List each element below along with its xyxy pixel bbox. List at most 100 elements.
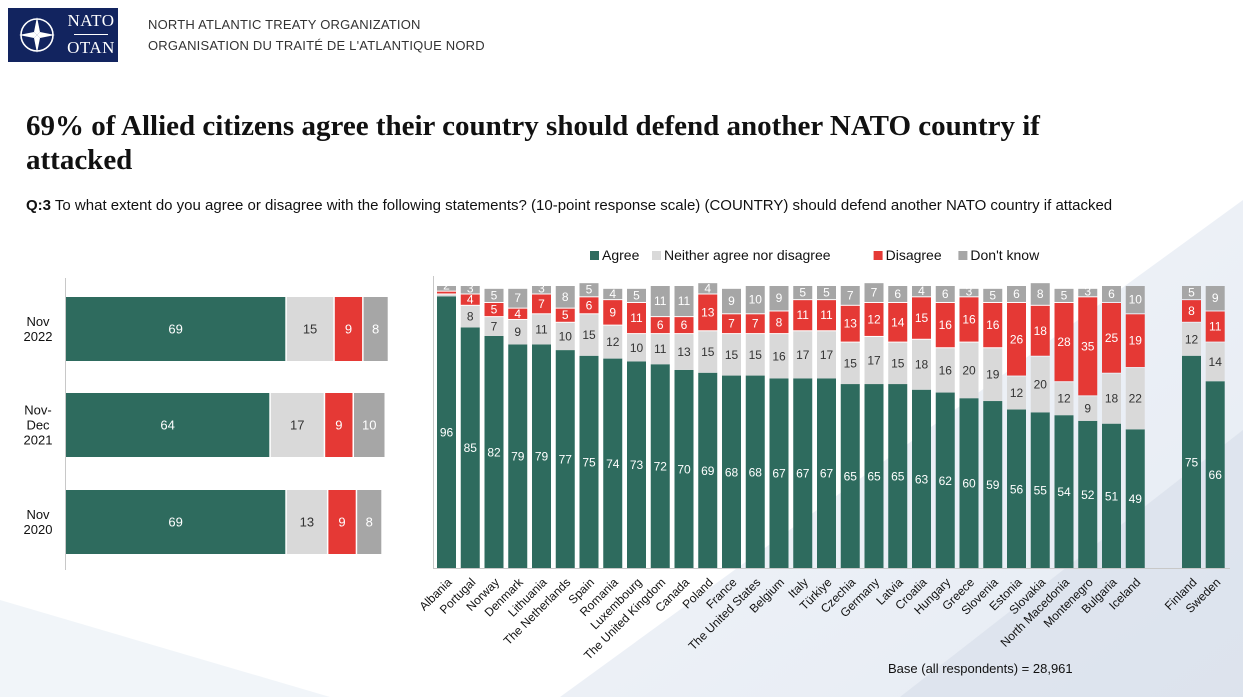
bar-segment-agree [1205, 381, 1225, 568]
question-body: To what extent do you agree or disagree … [54, 197, 1113, 214]
bar-value-label: 67 [796, 467, 810, 481]
bar-segment-disagree [793, 300, 813, 331]
bar-value-label: 63 [915, 472, 929, 486]
bar-value-label: 10 [559, 329, 573, 343]
bar-value-label: 15 [725, 348, 739, 362]
bar-value-label: 17 [867, 353, 881, 367]
left-bar-value-label: 9 [335, 418, 342, 433]
bar-value-label: 8 [776, 315, 783, 329]
bar-segment-disagree [722, 314, 741, 334]
bar-value-label: 5 [1188, 286, 1195, 300]
bar-segment-neither-agree-nor-disagree [864, 336, 884, 385]
bar-segment-neither-agree-nor-disagree [817, 331, 836, 379]
bar-value-label: 7 [752, 317, 759, 331]
left-chart-category-label: Nov-Dec 2021 [24, 403, 53, 448]
bar-segment-disagree [460, 294, 480, 305]
bar-value-label: 9 [728, 294, 735, 308]
bar-value-label: 5 [586, 283, 593, 297]
bar-segment-agree [1078, 420, 1098, 568]
bar-value-label: 13 [844, 317, 858, 331]
bar-segment-neither-agree-nor-disagree [698, 331, 718, 373]
bar-segment-don-t-know [460, 286, 480, 294]
bar-value-label: 5 [633, 288, 640, 302]
bar-value-label: 9 [514, 325, 521, 339]
nato-compass-icon [19, 17, 55, 53]
left-bar-segment-disagree [328, 490, 356, 554]
bar-value-label: 12 [606, 335, 620, 349]
bar-segment-disagree [1054, 302, 1074, 382]
bar-segment-neither-agree-nor-disagree [674, 334, 694, 370]
bar-value-label: 11 [654, 342, 667, 356]
bar-value-label: 17 [796, 348, 810, 362]
bar-value-label: 10 [1129, 293, 1143, 307]
bar-segment-neither-agree-nor-disagree [627, 334, 646, 362]
bar-segment-disagree [817, 300, 836, 331]
bar-segment-don-t-know [817, 286, 836, 300]
bar-segment-don-t-know [1054, 288, 1074, 302]
bar-segment-don-t-know [959, 288, 979, 297]
bar-value-label: 7 [514, 291, 521, 305]
bar-segment-agree [508, 344, 528, 568]
bar-segment-agree [1125, 429, 1145, 568]
legend-swatch-don-t-know [958, 251, 968, 260]
bar-segment-neither-agree-nor-disagree [1054, 382, 1074, 416]
org-name-en: NORTH ATLANTIC TREATY ORGANIZATION [148, 17, 421, 32]
bar-value-label: 56 [1010, 482, 1024, 496]
bar-segment-neither-agree-nor-disagree [532, 314, 551, 345]
bar-segment-agree [1030, 412, 1050, 568]
bar-value-label: 16 [939, 363, 953, 377]
bar-value-label: 20 [1034, 378, 1048, 392]
bar-segment-don-t-know [745, 286, 765, 314]
left-bar-value-label: 69 [168, 515, 182, 530]
bar-segment-neither-agree-nor-disagree [555, 322, 575, 351]
bar-segment-agree [840, 384, 860, 568]
bar-segment-don-t-know [1007, 286, 1026, 302]
bar-value-label: 12 [867, 312, 881, 326]
bar-segment-agree [983, 401, 1003, 568]
bar-value-label: 7 [728, 317, 735, 331]
bar-segment-disagree [745, 314, 765, 334]
bar-value-label: 35 [1081, 339, 1095, 353]
bar-value-label: 65 [891, 470, 905, 484]
bar-segment-don-t-know [864, 283, 884, 302]
legend-label-disagree: Disagree [886, 247, 942, 263]
bar-segment-neither-agree-nor-disagree [745, 334, 765, 376]
bar-value-label: 6 [894, 287, 901, 301]
bar-value-label: 51 [1105, 489, 1119, 503]
bar-value-label: 74 [606, 457, 620, 471]
left-bar-segment-disagree [334, 297, 363, 361]
bar-value-label: 7 [847, 288, 854, 302]
left-bar-segment-don-t-know [354, 393, 385, 457]
bar-segment-agree [745, 375, 765, 568]
left-bar-value-label: 8 [372, 322, 379, 337]
left-bar-value-label: 17 [290, 418, 304, 433]
bar-value-label: 55 [1034, 484, 1048, 498]
bar-segment-agree [627, 361, 646, 568]
bar-value-label: 18 [915, 358, 929, 372]
bar-segment-agree [769, 378, 789, 568]
bar-value-label: 5 [491, 303, 498, 317]
legend-label-don-t-know: Don't know [970, 247, 1040, 263]
bar-segment-don-t-know [437, 286, 456, 291]
bar-value-label: 9 [1212, 291, 1219, 305]
bar-segment-neither-agree-nor-disagree [840, 342, 860, 385]
bar-segment-agree [484, 335, 504, 568]
bar-value-label: 19 [986, 368, 1000, 382]
bar-segment-disagree [1102, 302, 1121, 373]
bar-value-label: 7 [871, 286, 878, 300]
bar-segment-disagree [1182, 300, 1201, 322]
bar-segment-neither-agree-nor-disagree [508, 319, 528, 345]
left-chart-category-label-line: 2022 [24, 329, 53, 344]
bar-segment-don-t-know [579, 283, 599, 297]
bar-value-label: 11 [678, 294, 691, 308]
bar-segment-don-t-know [603, 288, 623, 300]
bar-value-label: 69 [701, 464, 715, 478]
bar-value-label: 8 [562, 290, 569, 304]
bar-value-label: 54 [1057, 485, 1071, 499]
bar-value-label: 16 [986, 318, 1000, 332]
bar-value-label: 6 [586, 298, 593, 312]
bar-segment-disagree [1125, 314, 1145, 368]
bar-segment-disagree [959, 297, 979, 342]
bar-value-label: 3 [467, 281, 474, 295]
bar-segment-neither-agree-nor-disagree [1205, 342, 1225, 382]
